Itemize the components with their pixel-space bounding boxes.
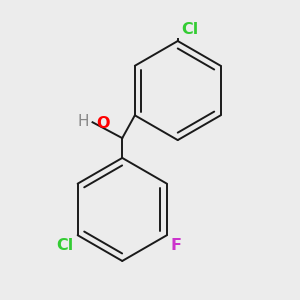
- Text: Cl: Cl: [182, 22, 199, 37]
- Text: F: F: [171, 238, 182, 253]
- Text: Cl: Cl: [56, 238, 74, 253]
- Text: O: O: [97, 116, 110, 131]
- Text: H: H: [77, 114, 88, 129]
